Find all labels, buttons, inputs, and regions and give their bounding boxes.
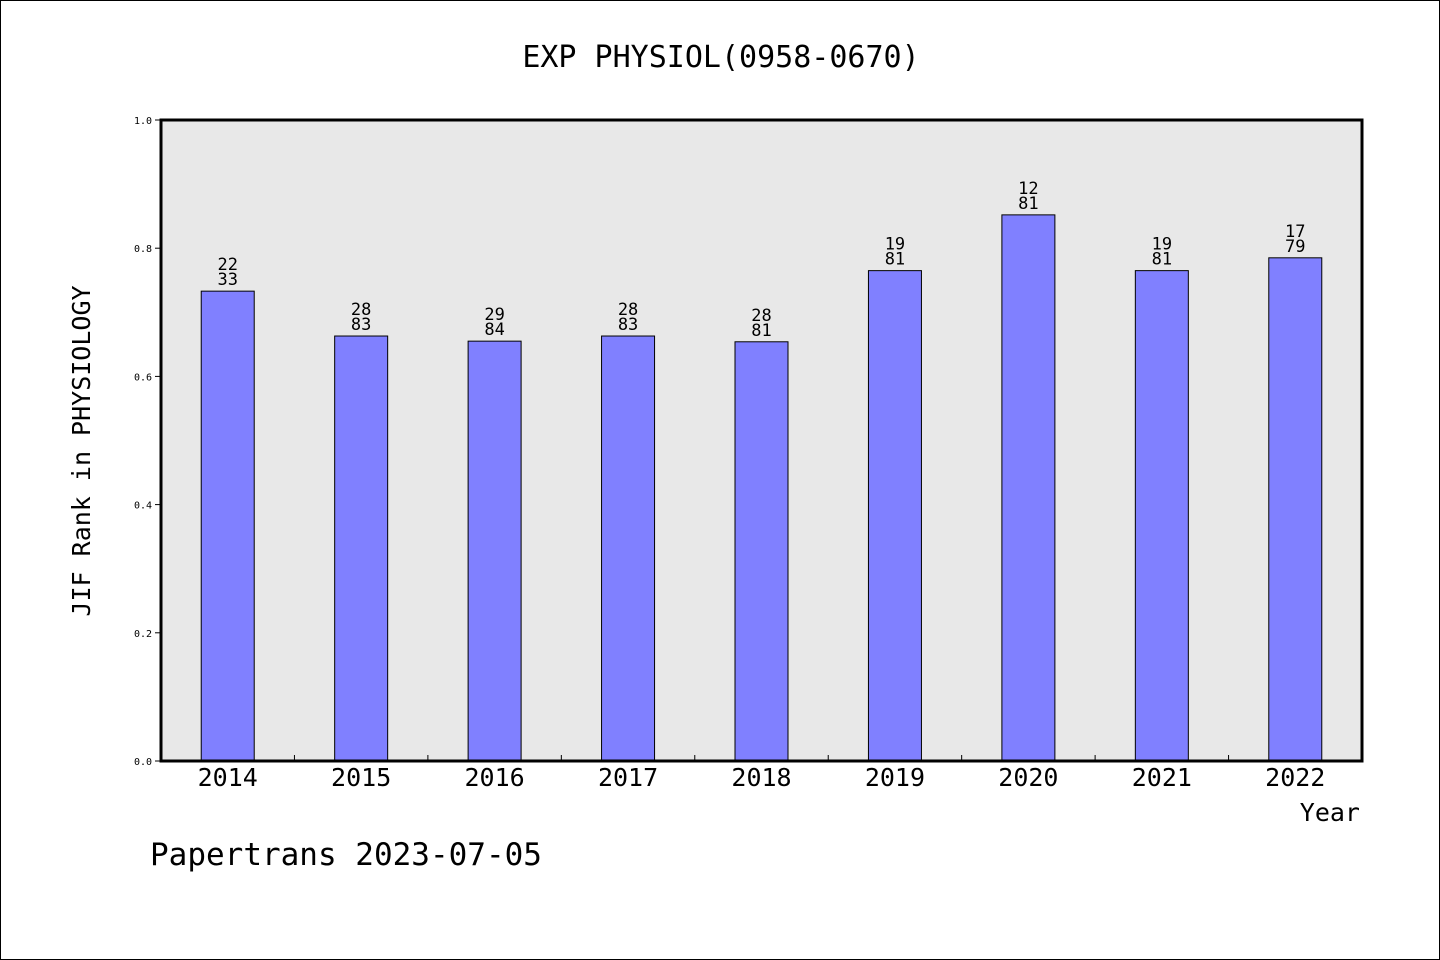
- bar-label-total: 81: [885, 250, 905, 270]
- bar-2018: [734, 341, 789, 762]
- bar-label-total: 83: [351, 315, 371, 335]
- bar-2021: [1134, 270, 1189, 762]
- bar-2015: [334, 335, 389, 762]
- y-tick-label: 0.6: [134, 372, 152, 383]
- bar-2019: [867, 270, 922, 762]
- y-tick-label: 0.2: [134, 629, 152, 640]
- bars: [200, 214, 1323, 762]
- bar-label-rank: 22: [217, 255, 237, 275]
- x-tick-label: 2018: [731, 763, 791, 792]
- bar-2014: [200, 290, 255, 762]
- plot-border: [159, 118, 1364, 763]
- bar-label-total: 81: [1152, 250, 1172, 270]
- bar-label-total: 84: [484, 320, 504, 340]
- bar-label-rank: 29: [484, 305, 504, 325]
- x-axis-label: Year: [1300, 798, 1360, 827]
- bar-label-rank: 19: [885, 235, 905, 255]
- footer-text: Papertrans 2023-07-05: [150, 837, 542, 873]
- bar-label-rank: 28: [351, 300, 371, 320]
- bar-label-rank: 28: [751, 306, 771, 326]
- x-tick-label: 2015: [331, 763, 391, 792]
- x-tick-label: 2022: [1265, 763, 1325, 792]
- y-axis: 0.0 0.2 0.4 0.6 0.8 1.0: [134, 116, 161, 768]
- bar-2020: [1001, 214, 1056, 762]
- bar-label-rank: 17: [1285, 222, 1305, 242]
- x-axis: 2014 2015 2016 2017 2018 2019 2020 2021 2022: [198, 755, 1325, 792]
- x-tick-label: 2020: [998, 763, 1058, 792]
- x-tick-label: 2014: [198, 763, 258, 792]
- y-axis-label: JIF Rank in PHYSIOLOGY: [67, 285, 96, 616]
- bar-2022: [1268, 257, 1323, 762]
- y-tick-label: 0.0: [134, 757, 152, 768]
- bar-label-rank: 28: [618, 300, 638, 320]
- bar-label-total: 33: [217, 270, 237, 290]
- bar-label-total: 83: [618, 315, 638, 335]
- x-tick-label: 2017: [598, 763, 658, 792]
- bar-2016: [467, 340, 522, 762]
- bar-2017: [601, 335, 656, 762]
- bar-label-total: 81: [1018, 194, 1038, 214]
- bar-label-total: 81: [751, 321, 771, 341]
- y-tick-label: 0.4: [134, 501, 152, 512]
- x-tick-label: 2021: [1132, 763, 1192, 792]
- x-tick-label: 2016: [465, 763, 525, 792]
- bar-label-total: 79: [1285, 237, 1305, 257]
- y-tick-label: 1.0: [134, 116, 152, 127]
- bar-label-rank: 12: [1018, 179, 1038, 199]
- bar-label-rank: 19: [1152, 235, 1172, 255]
- x-tick-label: 2019: [865, 763, 925, 792]
- chart-title: EXP PHYSIOL(0958-0670): [522, 40, 919, 75]
- y-tick-label: 0.8: [134, 244, 152, 255]
